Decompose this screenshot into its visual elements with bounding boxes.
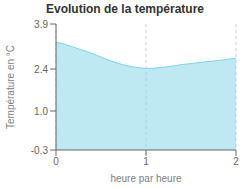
- svg-text:heure par heure: heure par heure: [110, 173, 182, 184]
- svg-text:3.9: 3.9: [34, 19, 48, 30]
- svg-text:2: 2: [233, 156, 239, 167]
- svg-text:0: 0: [53, 156, 59, 167]
- svg-text:1.0: 1.0: [34, 106, 48, 117]
- svg-text:Température en °C: Température en °C: [8, 45, 16, 129]
- svg-text:2.4: 2.4: [34, 64, 48, 75]
- html-text:Evolution de la température: Evolution de la température: [46, 2, 204, 16]
- svg-text:-0.3: -0.3: [31, 145, 49, 156]
- svg-text:1: 1: [143, 156, 149, 167]
